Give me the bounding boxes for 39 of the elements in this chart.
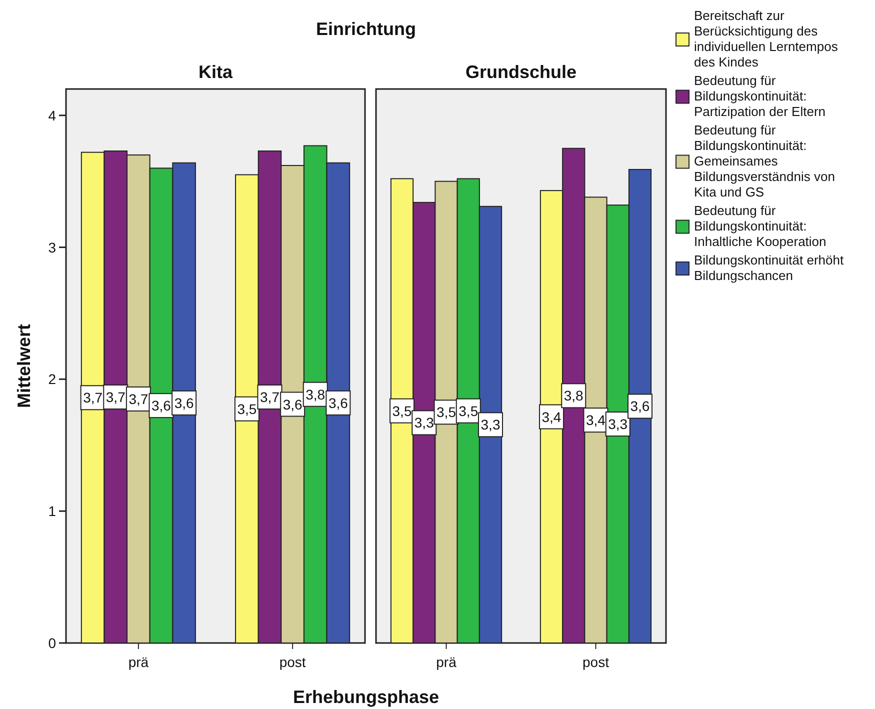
data-label: 3,5: [436, 404, 456, 420]
data-label: 3,5: [392, 402, 412, 419]
data-label: 3,7: [128, 390, 148, 407]
x-tick-label: prä: [436, 654, 457, 670]
data-label: 3,8: [306, 386, 326, 402]
text: Einrichtung: [316, 19, 416, 39]
data-label: 3,6: [282, 396, 303, 412]
data-label: 3,5: [458, 402, 478, 419]
y-axis-title: Mittelwert: [14, 324, 34, 408]
data-label: 3,3: [480, 416, 500, 433]
x-tick-label: post: [279, 654, 306, 670]
data-label: 3,6: [630, 398, 650, 414]
data-label: 3,7: [83, 390, 103, 406]
x-axis-title: Erhebungsphase: [292, 687, 440, 707]
legend-label: Bedeutung für Bildungskontinuität: Inhaltliche Kooperation: [694, 203, 826, 249]
y-tick-label: 0: [48, 635, 56, 651]
chart-title: Kita: [198, 62, 234, 82]
data-label: 3,3: [414, 414, 434, 431]
y-tick-label: 1: [48, 503, 56, 520]
legend-label: Bildungskontinuität erhöht Bildungschancen: [694, 252, 844, 283]
data-label: 3,6: [152, 398, 172, 414]
legend-label: Bereitschaft zur Berücksichtigung des individuellen Lerntempos des Kindes: [694, 8, 838, 70]
legend-label: Bedeutung für Bildungskontinuität: Gemeinsames Bildungsverständnis von Kita und GS: [694, 122, 835, 200]
data-label: 3,4: [542, 408, 562, 425]
data-label: 3,8: [564, 388, 584, 404]
y-tick-label: 3: [48, 239, 56, 256]
data-label: 3,6: [328, 394, 348, 411]
y-tick-label: 4: [48, 107, 56, 124]
data-label: 3,7: [260, 389, 280, 405]
y-tick-label: 2: [48, 371, 56, 388]
data-label: 3,3: [608, 416, 628, 432]
x-tick-label: prä: [128, 654, 149, 670]
data-label: 3,4: [586, 412, 606, 428]
data-label: 3,5: [237, 400, 257, 417]
legend-label: Bedeutung für Bildungskontinuität: Partizipation der Eltern: [694, 73, 826, 119]
data-label: 3,6: [174, 394, 194, 411]
data-label: 3,7: [106, 389, 126, 405]
chart-title: Grundschule: [465, 62, 577, 82]
x-tick-label: post: [582, 654, 610, 670]
